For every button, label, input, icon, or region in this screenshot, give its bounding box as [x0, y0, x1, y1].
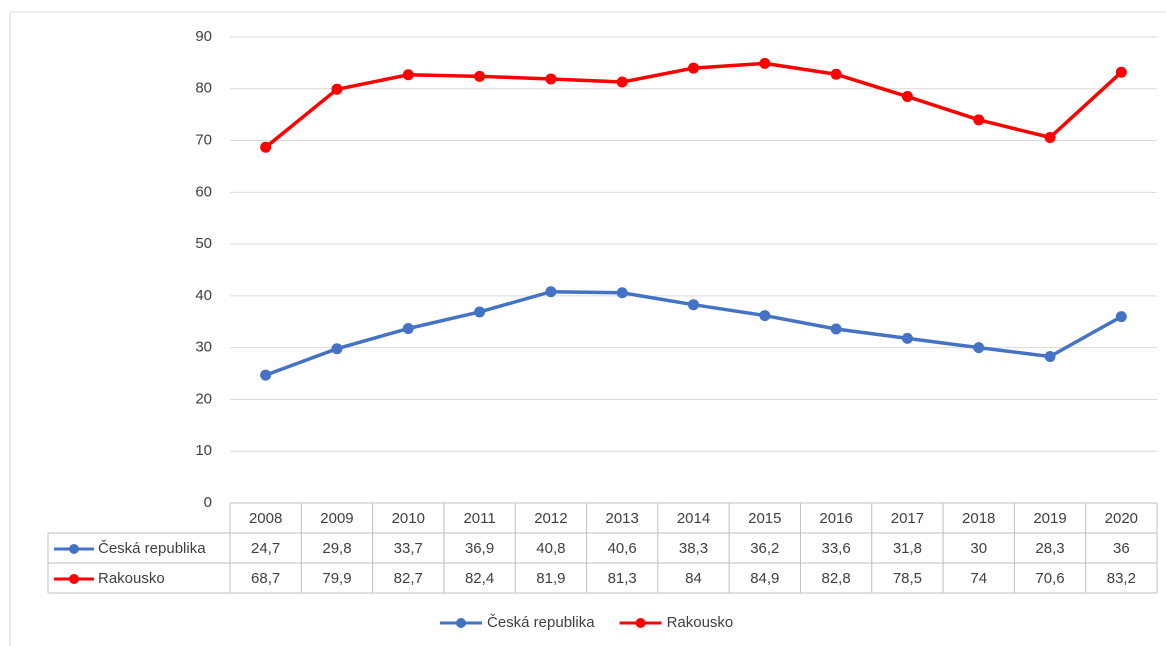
- table-cell: 24,7: [251, 540, 280, 557]
- table-cell: 74: [970, 570, 987, 587]
- data-point: [260, 369, 272, 381]
- x-tick-label: 2014: [677, 510, 710, 527]
- data-point: [331, 83, 343, 95]
- x-tick-label: 2015: [748, 510, 781, 527]
- data-point: [616, 287, 628, 299]
- table-cell: 78,5: [893, 570, 922, 587]
- data-point: [616, 76, 628, 88]
- data-point: [901, 91, 913, 103]
- table-cell: 83,2: [1107, 570, 1136, 587]
- data-point: [759, 310, 771, 322]
- data-point: [474, 70, 486, 82]
- series-line: [264, 61, 1123, 149]
- x-tick-label: 2010: [392, 510, 425, 527]
- table-cell: 36,9: [465, 540, 494, 557]
- table-row-label: Rakousko: [98, 570, 165, 587]
- data-point: [260, 141, 272, 153]
- table-cell: 82,4: [465, 570, 494, 587]
- x-tick-label: 2012: [534, 510, 567, 527]
- y-tick-label: 80: [195, 80, 212, 97]
- data-point: [402, 69, 414, 81]
- x-tick-label: 2009: [320, 510, 353, 527]
- legend-label: Rakousko: [667, 614, 734, 631]
- table-cell: 84: [685, 570, 702, 587]
- data-point: [545, 73, 557, 85]
- data-point: [1044, 350, 1056, 362]
- table-cell: 40,8: [536, 540, 565, 557]
- legend-marker: [69, 544, 79, 554]
- x-tick-label: 2017: [891, 510, 924, 527]
- table-cell: 31,8: [893, 540, 922, 557]
- data-point: [973, 114, 985, 126]
- table-cell: 38,3: [679, 540, 708, 557]
- legend-marker: [635, 618, 646, 628]
- y-tick-label: 30: [195, 339, 212, 356]
- x-tick-label: 2013: [606, 510, 639, 527]
- table-cell: 30: [970, 540, 987, 557]
- table-cell: 36,2: [750, 540, 779, 557]
- table-cell: 29,8: [322, 540, 351, 557]
- data-point: [759, 57, 771, 69]
- data-point: [402, 323, 414, 335]
- legend-marker: [69, 574, 79, 584]
- x-tick-label: 2008: [249, 510, 282, 527]
- y-tick-label: 0: [204, 494, 212, 511]
- table-cell: 36: [1113, 540, 1130, 557]
- table-cell: 40,6: [608, 540, 637, 557]
- data-point: [1115, 311, 1127, 323]
- y-tick-label: 20: [195, 390, 212, 407]
- x-tick-label: 2018: [962, 510, 995, 527]
- data-point: [474, 306, 486, 318]
- x-tick-label: 2016: [819, 510, 852, 527]
- y-tick-label: 70: [195, 132, 212, 149]
- table-cell: 81,3: [608, 570, 637, 587]
- data-point: [331, 343, 343, 355]
- table-cell: 70,6: [1035, 570, 1064, 587]
- data-point: [688, 62, 699, 74]
- table-cell: 79,9: [322, 570, 351, 587]
- table-cell: 68,7: [251, 570, 280, 587]
- y-tick-label: 60: [195, 183, 212, 200]
- data-point: [1115, 66, 1127, 78]
- table-cell: 84,9: [750, 570, 779, 587]
- y-tick-label: 10: [195, 442, 212, 459]
- y-tick-label: 50: [195, 235, 212, 252]
- table-cell: 33,6: [822, 540, 851, 557]
- table-cell: 33,7: [394, 540, 423, 557]
- y-tick-label: 90: [195, 28, 212, 45]
- data-point: [688, 299, 699, 311]
- x-tick-label: 2019: [1033, 510, 1066, 527]
- y-tick-label: 40: [195, 287, 212, 304]
- data-point: [1044, 131, 1056, 143]
- table-row-label: Česká republika: [98, 540, 206, 557]
- data-point: [830, 68, 842, 80]
- data-point: [901, 332, 913, 344]
- data-point: [830, 323, 842, 335]
- table-cell: 81,9: [536, 570, 565, 587]
- legend-marker: [456, 618, 466, 628]
- x-tick-label: 2020: [1105, 510, 1138, 527]
- table-cell: 28,3: [1035, 540, 1064, 557]
- data-point: [973, 342, 985, 354]
- data-point: [545, 286, 557, 298]
- x-tick-label: 2011: [463, 510, 495, 527]
- table-cell: 82,8: [822, 570, 851, 587]
- legend-label: Česká republika: [487, 614, 595, 631]
- table-cell: 82,7: [394, 570, 423, 587]
